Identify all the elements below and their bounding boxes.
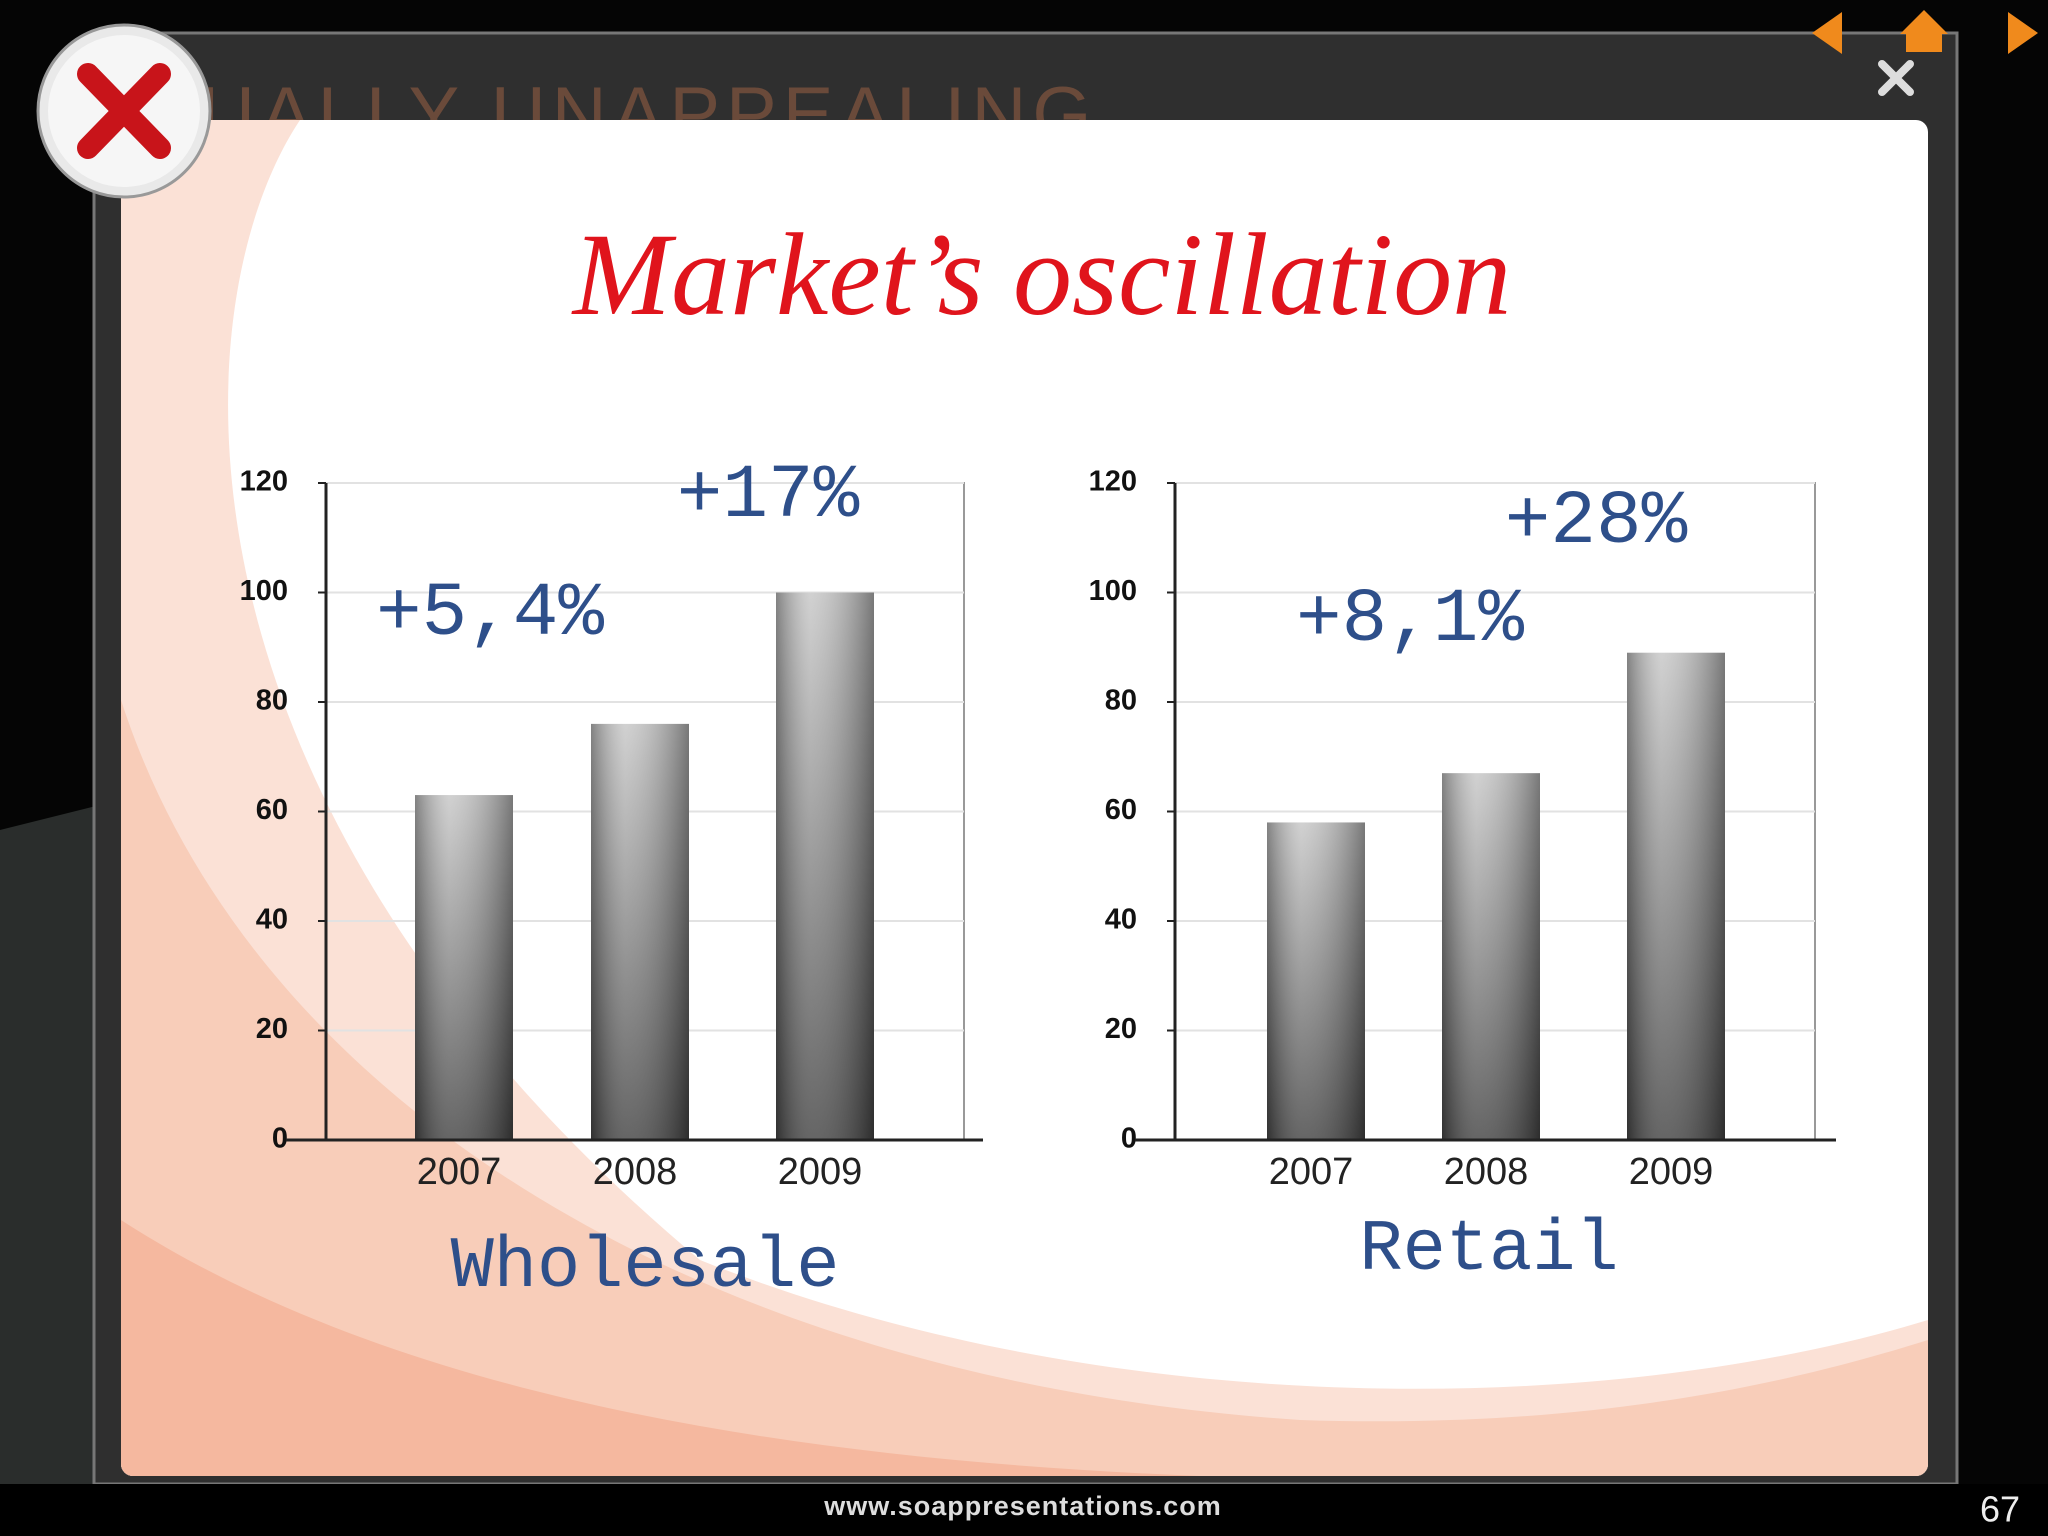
annotation: +5,4% — [376, 571, 604, 657]
y-tick-label: 60 — [256, 794, 288, 826]
y-tick-label: 120 — [240, 466, 288, 498]
y-tick-label: 80 — [256, 685, 288, 717]
chart-title: Wholesale — [451, 1226, 840, 1308]
y-tick-label: 40 — [256, 904, 288, 936]
y-tick-label: 40 — [1105, 904, 1137, 936]
annotation: +8,1% — [1296, 577, 1524, 663]
x-tick-label: 2008 — [1444, 1151, 1529, 1193]
y-tick-label: 80 — [1105, 685, 1137, 717]
x-tick-label: 2007 — [417, 1151, 502, 1193]
y-tick-label: 60 — [1105, 794, 1137, 826]
page-number: 67 — [1980, 1489, 2020, 1530]
home-button[interactable] — [1900, 10, 1948, 52]
x-tick-label: 2009 — [1629, 1151, 1714, 1193]
annotation: +28% — [1505, 479, 1688, 565]
prev-button[interactable] — [1812, 12, 1842, 54]
y-tick-label: 100 — [1089, 575, 1137, 607]
window-close[interactable] — [1878, 60, 1914, 96]
footer-url[interactable]: www.soappresentations.com — [823, 1491, 1222, 1521]
y-tick-label: 100 — [240, 575, 288, 607]
y-tick-label: 120 — [1089, 466, 1137, 498]
next-button[interactable] — [2008, 12, 2038, 54]
annotation: +17% — [677, 453, 860, 539]
bar-shade — [1442, 773, 1540, 1140]
y-tick-label: 20 — [256, 1013, 288, 1045]
slide-title: Market’s oscillation — [571, 209, 1511, 340]
bar-shade — [415, 795, 513, 1140]
x-tick-label: 2009 — [778, 1151, 863, 1193]
y-tick-label: 0 — [272, 1123, 288, 1155]
footer-bar — [0, 1484, 2048, 1536]
y-tick-label: 0 — [1121, 1123, 1137, 1155]
bar-shade — [1627, 652, 1725, 1140]
bar-shade — [591, 723, 689, 1140]
slide-decor — [121, 120, 1928, 1476]
decor — [0, 800, 120, 1484]
y-tick-label: 20 — [1105, 1013, 1137, 1045]
x-tick-label: 2008 — [593, 1151, 678, 1193]
bar-shade — [776, 592, 874, 1140]
close-button[interactable] — [36, 23, 212, 199]
bar-shade — [1267, 822, 1365, 1140]
x-tick-label: 2007 — [1269, 1151, 1354, 1193]
chart-title: Retail — [1359, 1209, 1618, 1291]
